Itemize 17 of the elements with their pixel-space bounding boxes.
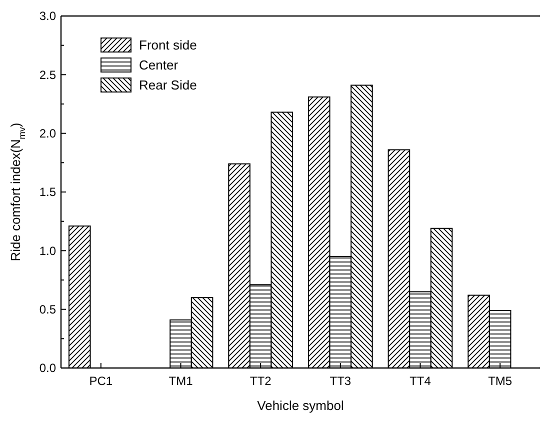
x-tick-label: TM1 [168,374,194,388]
legend-label: Front side [139,38,197,53]
x-tick-label: TT2 [250,374,272,388]
x-tick-label: TM5 [488,374,512,388]
y-tick-label: 0.0 [39,361,56,376]
legend-label: Center [139,58,179,73]
x-axis-title: Vehicle symbol [257,398,344,413]
x-tick-label: TT4 [410,374,432,388]
x-tick-label: PC1 [89,374,113,388]
y-tick-label: 3.0 [39,9,56,24]
y-tick-label: 2.5 [39,68,56,82]
y-tick-label: 0.5 [39,302,56,317]
legend-label: Rear Side [139,78,197,93]
y-tick-label: 2.0 [39,126,56,141]
y-tick-label: 1.5 [39,185,56,200]
x-tick-label: TT3 [330,374,352,388]
y-tick-label: 1.0 [39,244,56,258]
